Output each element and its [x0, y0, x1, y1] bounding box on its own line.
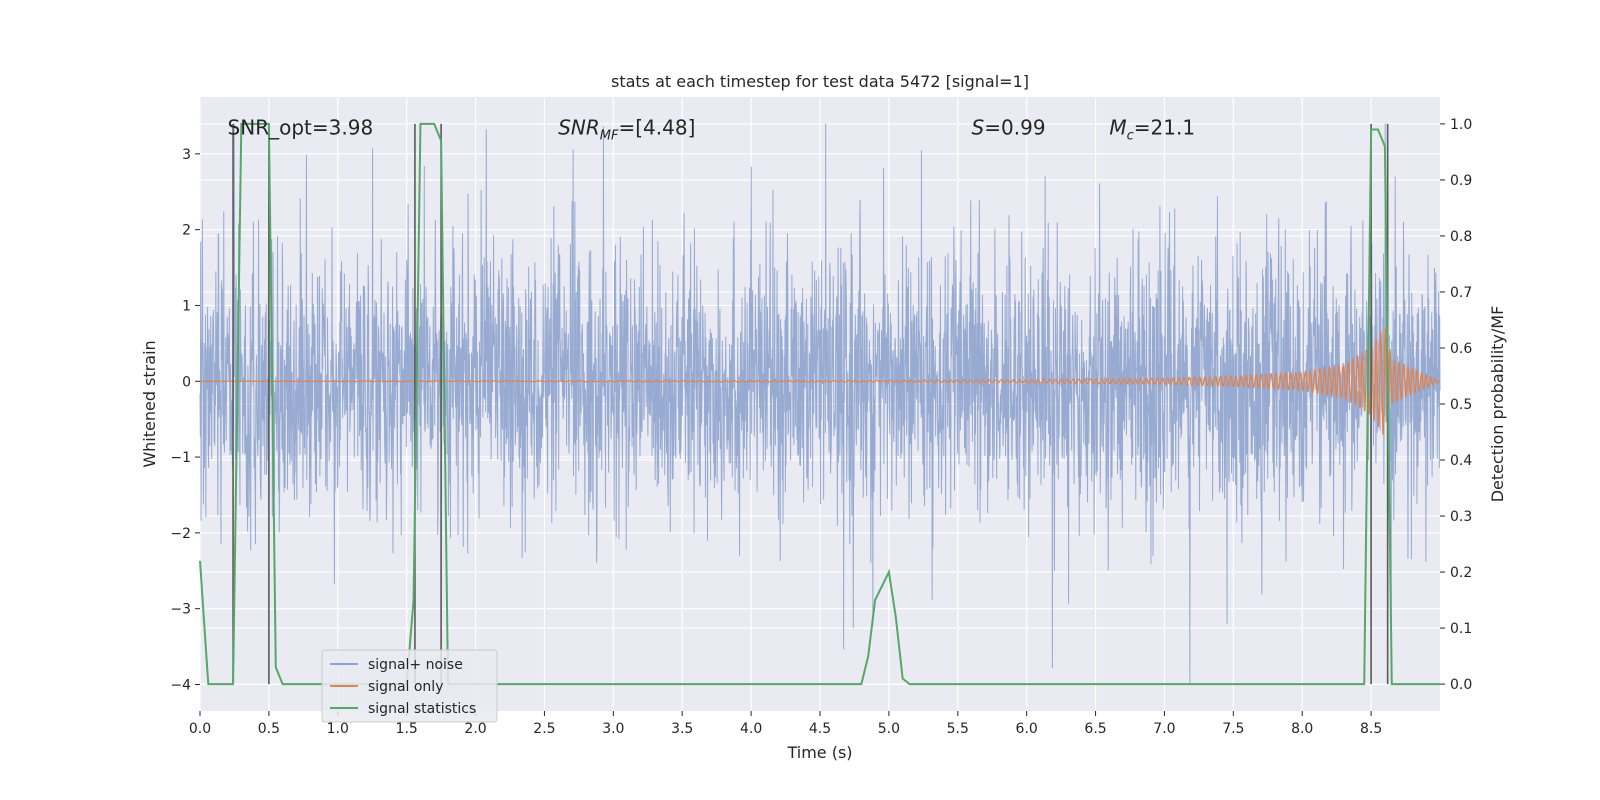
y-right-tick-label: 0.1	[1450, 621, 1472, 637]
x-tick-label: 4.5	[809, 721, 831, 737]
axes: 0.0 0.5 1.0 1.5 2.0 2.5 3.0 3.5 4.0 4.5 5.0 5.5 6.0 6…	[170, 117, 1472, 737]
x-tick-label: 0.5	[258, 721, 280, 737]
legend: signal+ noise signal only signal statistic…	[321, 649, 498, 723]
y-right-tick-label: 1.0	[1450, 117, 1472, 133]
x-tick-label: 1.5	[396, 721, 418, 737]
y-axis-label-left: Whitened strain	[140, 340, 159, 467]
legend-label: signal only	[368, 679, 443, 695]
y-left-tick-label: 3	[182, 147, 191, 163]
y-right-tick-label: 0.4	[1450, 453, 1472, 469]
x-tick-label: 2.0	[464, 721, 486, 737]
x-tick-label: 5.0	[878, 721, 900, 737]
y-right-tick-label: 0.6	[1450, 341, 1472, 357]
x-axis-label: Time (s)	[786, 743, 852, 762]
y-axis-label-right: Detection probability/MF	[1488, 306, 1507, 503]
y-left-tick-label: −2	[170, 526, 191, 542]
x-tick-label: 1.0	[327, 721, 349, 737]
y-left-tick-label: −4	[170, 677, 191, 693]
x-tick-label: 7.5	[1222, 721, 1244, 737]
x-tick-label: 4.0	[740, 721, 762, 737]
chart-title: stats at each timestep for test data 547…	[611, 72, 1029, 91]
y-right-tick-label: 0.3	[1450, 509, 1472, 525]
annotations: SNR_opt=3.98 SNRMF=[4.48] S=0.99 Mc=21.1	[228, 115, 1195, 143]
y-right-tick-label: 0.5	[1450, 397, 1472, 413]
annotation-3: Mc=21.1	[1109, 115, 1195, 143]
x-tick-label: 6.0	[1016, 721, 1038, 737]
y-right-tick-label: 0.8	[1450, 229, 1472, 245]
x-tick-label: 8.0	[1291, 721, 1313, 737]
annotation-2: S=0.99	[972, 115, 1046, 139]
signal-series	[200, 327, 1441, 435]
legend-entries: signal+ noise signal only signal statistic…	[330, 657, 476, 717]
x-tick-label: 8.5	[1360, 721, 1382, 737]
x-tick-label: 5.5	[947, 721, 969, 737]
y-left-tick-label: 1	[182, 298, 191, 314]
y-right-tick-label: 0.9	[1450, 173, 1472, 189]
x-tick-label: 7.0	[1153, 721, 1175, 737]
annotation-1: SNRMF=[4.48]	[558, 115, 695, 143]
annotation-0: SNR_opt=3.98	[228, 115, 374, 139]
noise-series	[199, 123, 1441, 685]
y-right-tick-label: 0.7	[1450, 285, 1472, 301]
x-tick-label: 6.5	[1084, 721, 1106, 737]
y-left-tick-label: −3	[170, 602, 191, 618]
x-tick-label: 0.0	[189, 721, 211, 737]
series-line-signal-only	[200, 327, 1441, 435]
legend-label: signal statistics	[368, 701, 476, 717]
x-tick-label: 3.0	[602, 721, 624, 737]
y-right-tick-label: 0.2	[1450, 565, 1472, 581]
series-line-signal-noise	[199, 123, 1441, 685]
x-tick-label: 2.5	[533, 721, 555, 737]
y-left-tick-label: −1	[170, 450, 191, 466]
x-tick-label: 3.5	[671, 721, 693, 737]
y-left-tick-label: 0	[182, 374, 191, 390]
y-right-tick-label: 0.0	[1450, 677, 1472, 693]
legend-label: signal+ noise	[368, 657, 463, 673]
series-line-signal-statistics	[199, 122, 1440, 686]
statistics-series	[199, 122, 1440, 686]
legend-box	[321, 649, 498, 723]
y-left-tick-label: 2	[182, 223, 191, 239]
